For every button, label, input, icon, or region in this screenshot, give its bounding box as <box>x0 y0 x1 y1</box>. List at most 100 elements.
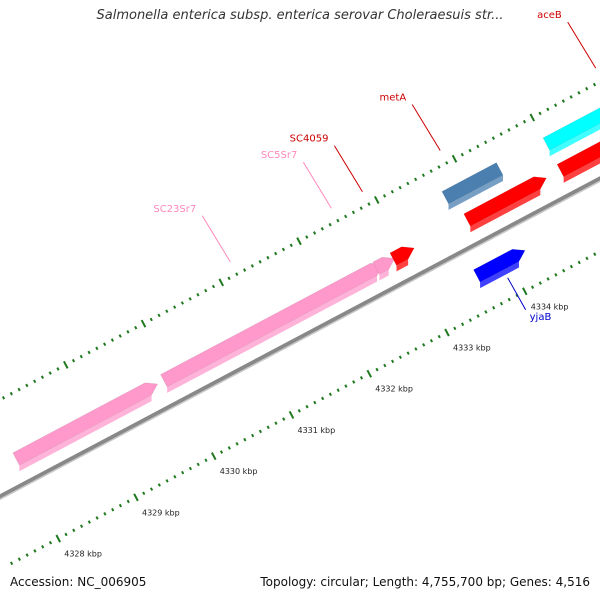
inner-tick <box>142 491 146 496</box>
outer-tick <box>173 305 177 309</box>
inner-tick <box>95 516 99 520</box>
feature-body <box>556 141 600 178</box>
outer-tick <box>250 264 254 268</box>
inner-tick <box>328 392 332 397</box>
label-leader-line <box>507 277 527 310</box>
label-leader-line <box>334 145 363 192</box>
outer-tick <box>40 375 45 379</box>
outer-tick <box>374 195 380 204</box>
outer-tick <box>118 334 122 338</box>
inner-tick <box>585 256 589 261</box>
inner-tick <box>359 376 364 380</box>
inner-tick <box>577 260 581 265</box>
feature-metA-box[interactable] <box>441 162 504 210</box>
inner-tick <box>48 540 53 545</box>
inner-tick <box>422 343 426 347</box>
feature-aceB-cds[interactable] <box>556 98 600 183</box>
outer-tick <box>460 152 464 157</box>
inner-tick <box>476 314 480 318</box>
outer-tick <box>538 111 542 116</box>
feature-rrna-3[interactable] <box>372 256 396 281</box>
inner-tick <box>251 433 255 438</box>
outer-tick <box>188 297 192 301</box>
outer-tick <box>367 202 371 206</box>
outer-tick <box>421 173 426 178</box>
outer-tick <box>569 95 573 99</box>
outer-tick <box>561 99 565 103</box>
feature-side <box>396 259 409 272</box>
scale-tick-label: 4329 kbp <box>142 508 180 517</box>
feature-body <box>160 263 384 388</box>
inner-tick <box>25 553 29 557</box>
inner-tick <box>593 252 597 257</box>
label-leader-line <box>567 21 597 69</box>
inner-tick <box>41 545 45 549</box>
outer-tick <box>499 132 503 136</box>
inner-tick <box>258 429 262 434</box>
outer-tick <box>414 177 418 182</box>
feature-rrna-2[interactable] <box>160 263 384 393</box>
feature-rrna-1[interactable] <box>12 382 159 472</box>
outer-tick <box>476 144 480 149</box>
outer-tick <box>266 255 270 260</box>
feature-side <box>379 269 389 281</box>
inner-tick <box>118 503 123 508</box>
inner-tick <box>133 493 139 502</box>
scale-tick-label: 4330 kbp <box>220 467 258 476</box>
outer-tick <box>296 237 302 246</box>
label-leader-line <box>411 104 441 151</box>
inner-tick <box>227 446 231 450</box>
outer-tick <box>227 276 231 281</box>
outer-tick <box>406 181 410 186</box>
label-leader-line <box>302 161 332 209</box>
feature-metA-cds[interactable] <box>463 176 547 233</box>
inner-tick <box>398 355 402 360</box>
outer-tick <box>17 387 21 392</box>
inner-tick <box>196 462 200 467</box>
feature-side <box>167 275 378 393</box>
outer-tick <box>110 338 114 342</box>
inner-tick <box>243 437 247 442</box>
inner-tick <box>157 483 161 487</box>
feature-aceB-cyan[interactable] <box>542 72 600 157</box>
inner-tick <box>499 301 504 306</box>
feature-label[interactable]: aceB <box>537 10 562 21</box>
outer-tick <box>592 82 597 87</box>
inner-tick <box>165 479 169 483</box>
inner-tick <box>17 557 21 561</box>
inner-tick <box>111 507 115 512</box>
feature-body <box>473 248 526 283</box>
outer-tick <box>103 342 107 347</box>
outer-tick <box>507 128 511 132</box>
inner-tick <box>468 318 472 322</box>
feature-label[interactable]: metA <box>380 93 407 104</box>
inner-tick <box>406 351 410 355</box>
feature-trna-1[interactable] <box>389 246 415 272</box>
outer-tick <box>312 231 317 235</box>
outer-tick <box>126 330 130 334</box>
outer-tick <box>25 383 29 388</box>
inner-tick <box>414 347 418 351</box>
outer-tick <box>305 235 309 239</box>
feature-label[interactable]: yjaB <box>530 312 552 323</box>
feature-label[interactable]: SC4059 <box>290 134 329 145</box>
backbone-highlight <box>0 180 600 501</box>
inner-tick <box>530 285 535 289</box>
outer-tick <box>359 206 363 211</box>
scale-tick-label: 4328 kbp <box>64 550 102 559</box>
feature-body <box>441 162 504 205</box>
outer-tick <box>180 301 184 305</box>
outer-tick <box>134 325 138 330</box>
outer-tick <box>274 251 278 256</box>
inner-tick <box>453 326 457 331</box>
feature-label[interactable]: SC5Sr7 <box>261 150 298 161</box>
feature-yjaB[interactable] <box>473 248 526 289</box>
inner-tick <box>391 359 395 364</box>
feature-body <box>463 176 547 227</box>
outer-tick <box>48 371 52 375</box>
outer-tick <box>71 358 76 363</box>
label-leader-line <box>201 215 231 263</box>
outer-tick <box>445 161 449 165</box>
feature-label[interactable]: SC23Sr7 <box>153 204 196 215</box>
